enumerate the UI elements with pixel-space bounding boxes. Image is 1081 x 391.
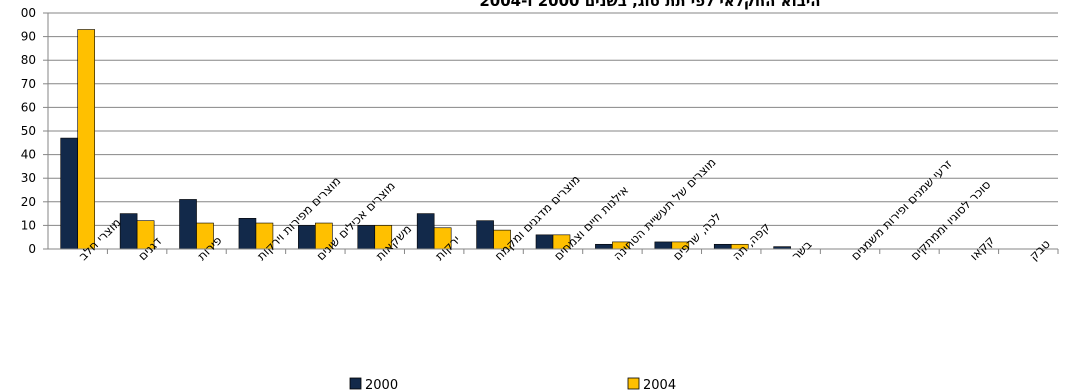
y-tick-label: 60 xyxy=(21,100,36,114)
y-tick-label: 40 xyxy=(21,148,36,162)
bar-2000-3 xyxy=(238,218,257,250)
legend-label-2004: 2004 xyxy=(643,378,676,391)
axes xyxy=(43,12,1059,254)
y-tick-label: 20 xyxy=(21,195,36,209)
bar-2000-9 xyxy=(595,243,613,250)
x-axis-labels: מוצרי חלב דגנים פירות מוצרים מפירות וירקותמ… xyxy=(76,155,1053,263)
legend-swatch-2000 xyxy=(349,377,362,390)
x-category-label: זרעי שמנים ופירות משמנים xyxy=(848,157,954,263)
chart-title: היבוא החקלאי לפי תת סוג, בשנים 2000 ו-20… xyxy=(479,0,820,10)
bar-2000-6 xyxy=(416,213,435,250)
bar-2000-4 xyxy=(298,225,316,250)
gridlines xyxy=(48,12,1058,250)
bar-2000-7 xyxy=(476,220,494,250)
x-category-label: קקאו xyxy=(967,233,997,263)
x-category-label: קפה, תה xyxy=(729,220,772,263)
bars xyxy=(60,29,791,250)
y-tick-label: 30 xyxy=(21,171,36,185)
x-category-label: לכה, שרפים xyxy=(670,209,724,263)
legend-swatch-2004 xyxy=(627,377,640,390)
y-axis-ticks: 0 10 20 30 40 50 60 70 80 90 00 xyxy=(21,6,36,256)
bar-2000-5 xyxy=(357,225,376,250)
bar-2000-1 xyxy=(119,213,138,250)
y-tick-label: 90 xyxy=(21,30,36,44)
x-category-label: בשר xyxy=(789,237,815,263)
y-tick-label: 80 xyxy=(21,53,36,67)
y-tick-label: 70 xyxy=(21,77,36,91)
x-category-label: טבק xyxy=(1027,237,1053,263)
bar-2000-2 xyxy=(179,199,197,250)
bar-2000-10 xyxy=(654,241,673,250)
y-tick-label: 50 xyxy=(21,124,36,138)
legend-label-2000: 2000 xyxy=(365,378,398,391)
bar-2000-8 xyxy=(535,234,554,250)
y-tick-label: 0 xyxy=(28,242,36,256)
y-tick-label: 10 xyxy=(21,218,36,232)
bar-2000-0 xyxy=(60,137,79,250)
y-tick-label: 00 xyxy=(21,6,36,20)
bar-2004-0 xyxy=(77,29,96,250)
legend: 2000 2004 xyxy=(349,377,676,391)
bar-2000-11 xyxy=(713,243,732,250)
